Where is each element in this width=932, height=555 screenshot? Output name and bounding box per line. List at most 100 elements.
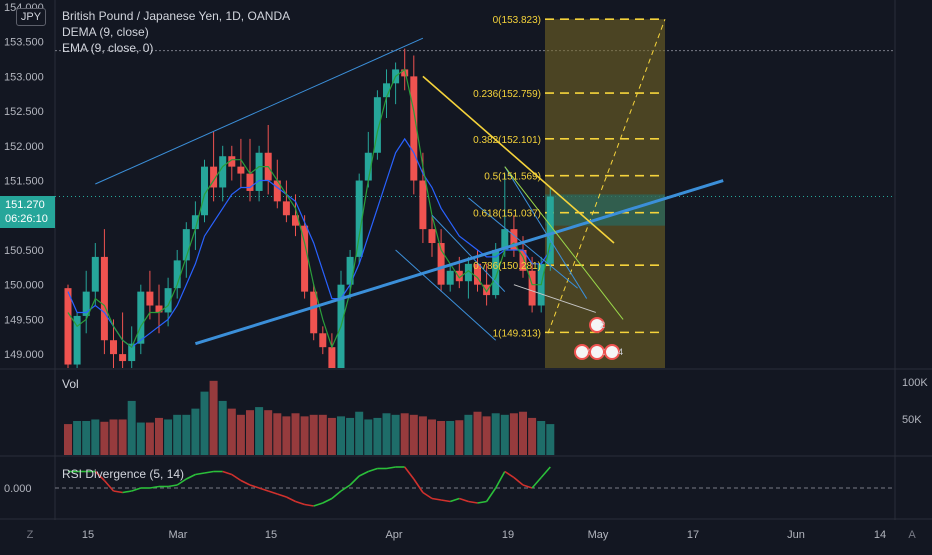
- price-tick: 153.000: [4, 71, 44, 83]
- trend-line: [194, 179, 724, 346]
- rsi-segment: [349, 475, 360, 486]
- rsi-segment: [440, 499, 451, 503]
- volume-bar: [127, 400, 136, 455]
- volume-bar: [145, 422, 154, 455]
- legend-dema[interactable]: DEMA (9, close): [62, 25, 149, 39]
- candle-body: [364, 152, 372, 181]
- price-tick: 150.500: [4, 245, 44, 257]
- rsi-segment: [195, 472, 205, 476]
- rsi-divergence-line: [55, 466, 895, 507]
- candle-body: [528, 270, 536, 306]
- symbol-badge[interactable]: JPY: [16, 8, 46, 26]
- candles: [64, 48, 554, 368]
- price-tick: 149.500: [4, 314, 44, 326]
- trend-lines: [95, 37, 724, 346]
- volume-bar: [327, 417, 336, 455]
- volume-bar: [528, 417, 537, 455]
- price-tick: 150.000: [4, 280, 44, 292]
- rsi-segment: [185, 473, 196, 480]
- candle-body: [73, 315, 81, 365]
- volume-bar: [100, 421, 109, 455]
- candle-body: [228, 156, 236, 167]
- volume-bar: [300, 416, 309, 455]
- candle-body: [510, 229, 518, 250]
- volume-bar: [200, 391, 209, 455]
- volume-bar: [173, 414, 182, 455]
- rsi-segment: [113, 490, 123, 494]
- candle-body: [273, 180, 281, 202]
- volume-bar: [282, 416, 291, 455]
- rsi-segment: [413, 478, 424, 493]
- trend-line: [468, 197, 578, 289]
- legend-ema[interactable]: EMA (9, close, 0): [62, 41, 154, 55]
- rsi-segment: [331, 490, 342, 500]
- candle-body: [82, 291, 90, 316]
- trend-line: [95, 37, 424, 185]
- event-badge: [604, 344, 620, 360]
- trend-line: [395, 249, 497, 341]
- candle-body: [310, 291, 318, 334]
- fib-diagonal: [547, 19, 666, 334]
- rsi-segment: [167, 484, 178, 488]
- volume-bar: [364, 419, 373, 455]
- volume-bar: [537, 421, 546, 455]
- rsi-segment: [504, 470, 515, 479]
- rsi-segment: [368, 467, 378, 473]
- event-badge-count: 4: [618, 347, 623, 357]
- volume-bar: [509, 413, 518, 455]
- volume-tick: 100K: [902, 377, 928, 389]
- rsi-segment: [494, 471, 506, 489]
- volume-bar: [73, 421, 82, 455]
- time-tick: Apr: [385, 529, 402, 541]
- volume-bar: [391, 414, 400, 455]
- candle-body: [64, 288, 72, 365]
- volume-bar: [291, 413, 300, 455]
- volume-bar: [418, 416, 427, 455]
- candle-body: [401, 69, 409, 77]
- volume-bar: [473, 411, 482, 455]
- volume-bar: [155, 417, 163, 455]
- fib-label: 1(149.313): [493, 328, 541, 339]
- price-tick: 151.500: [4, 176, 44, 188]
- rsi-segment: [222, 470, 233, 476]
- candle-body: [410, 76, 418, 181]
- candle-body: [301, 225, 309, 292]
- rsi-segment: [531, 476, 542, 489]
- axes: 154.000153.500153.000152.500152.000151.5…: [4, 2, 928, 541]
- volume-bar: [519, 411, 527, 455]
- candle-body: [110, 340, 117, 355]
- rsi-segment: [176, 478, 187, 486]
- candle-body: [519, 249, 527, 271]
- price-tick: 149.000: [4, 349, 44, 361]
- rsi-segment: [340, 484, 351, 492]
- fib-zone: [545, 18, 666, 368]
- candle-body: [201, 166, 208, 216]
- candle-body: [474, 263, 481, 285]
- rsi-tick: 0.000: [4, 483, 32, 495]
- candle-body: [464, 263, 472, 282]
- rsi-segment: [477, 500, 487, 504]
- ema-line: [67, 137, 551, 348]
- fib-zone-area: [545, 19, 665, 368]
- time-tick: 15: [82, 529, 94, 541]
- volume-bar: [227, 408, 236, 455]
- rsi-segment: [322, 497, 333, 504]
- volume-bar: [118, 419, 127, 455]
- chart-legend: British Pound / Japanese Yen, 1D, OANDA …: [62, 8, 290, 56]
- candle-body: [446, 270, 454, 285]
- trend-line: [504, 166, 588, 299]
- candle-body: [246, 173, 254, 191]
- price-tick: 153.500: [4, 37, 44, 49]
- rsi-segment: [468, 500, 478, 504]
- rsi-segment: [286, 496, 296, 503]
- volume-tick: 50K: [902, 414, 922, 426]
- price-tick: 152.500: [4, 106, 44, 118]
- volume-bar: [464, 414, 473, 455]
- volume-bar: [246, 410, 254, 455]
- candle-body: [501, 229, 509, 250]
- price-tick: 152.000: [4, 141, 44, 153]
- volume-bar: [82, 421, 91, 455]
- fib-label: 0.786(150.281): [473, 261, 541, 272]
